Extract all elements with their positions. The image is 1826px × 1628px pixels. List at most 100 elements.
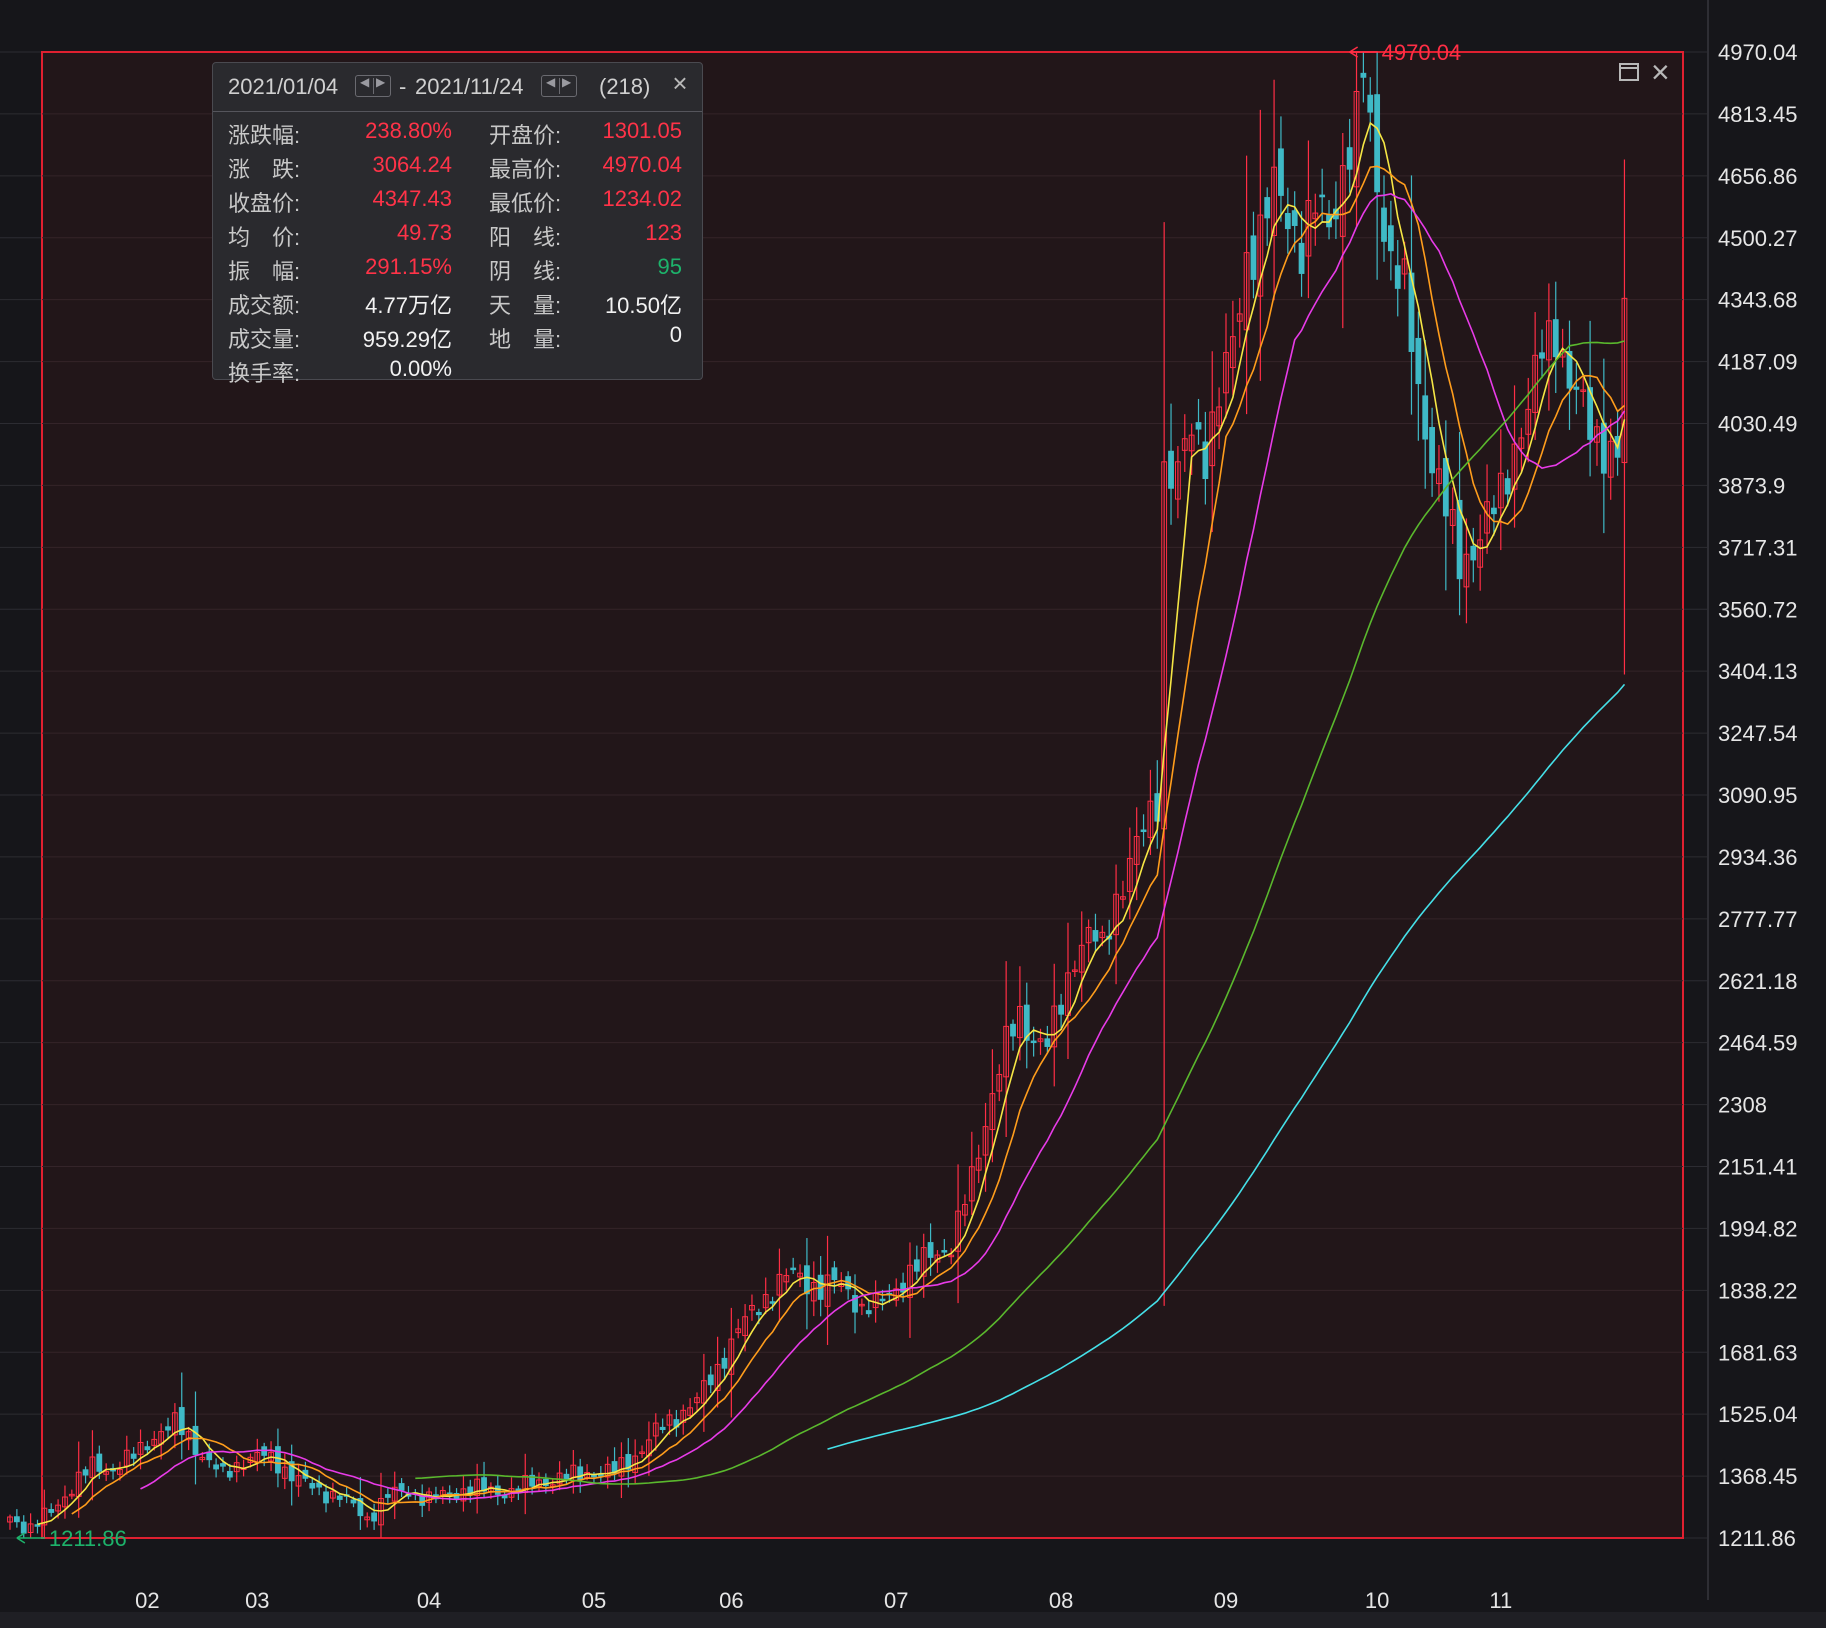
candle-body bbox=[714, 1363, 721, 1391]
candle-body bbox=[96, 1453, 103, 1472]
stat-label: 涨 跌: bbox=[228, 157, 301, 182]
stat-value: 4.77万亿 bbox=[365, 293, 452, 318]
bar-count: (218) bbox=[599, 74, 651, 99]
candle-body bbox=[62, 1496, 68, 1508]
candle-body bbox=[144, 1446, 151, 1451]
stat-label: 天 量: bbox=[489, 293, 562, 318]
candle-body bbox=[755, 1311, 762, 1316]
candle-body bbox=[384, 1494, 391, 1498]
candle-body bbox=[1209, 411, 1216, 467]
candle-body bbox=[1264, 197, 1271, 219]
y-tick-label: 2621.18 bbox=[1718, 969, 1798, 994]
arrow-left-icon[interactable]: ◀ bbox=[360, 75, 370, 89]
stats-header: 2021/01/04 ◀ ▶ - 2021/11/24 ◀ ▶ (218) × bbox=[213, 63, 702, 112]
candle-body bbox=[611, 1461, 618, 1474]
candle-body bbox=[542, 1478, 549, 1487]
x-tick-label: 10 bbox=[1365, 1588, 1389, 1613]
bottom-strip bbox=[0, 1612, 1826, 1628]
candle-body bbox=[962, 1204, 968, 1216]
arrow-right-icon[interactable]: ▶ bbox=[376, 75, 386, 89]
candle-body bbox=[1580, 389, 1587, 392]
stat-value: 238.80% bbox=[365, 118, 452, 143]
stat-label: 换手率: bbox=[228, 361, 301, 386]
arrow-right-icon[interactable]: ▶ bbox=[562, 75, 572, 89]
candle-body bbox=[1298, 242, 1305, 274]
candle-body bbox=[659, 1426, 666, 1431]
candle-body bbox=[185, 1431, 192, 1441]
candle-body bbox=[1181, 438, 1188, 451]
stat-value: 1301.05 bbox=[602, 118, 682, 143]
stat-value: 49.73 bbox=[396, 220, 452, 245]
candle-body bbox=[920, 1247, 927, 1277]
candle-body bbox=[1497, 472, 1504, 509]
close-chart-icon[interactable]: × bbox=[1651, 54, 1670, 90]
y-tick-label: 4970.04 bbox=[1718, 40, 1798, 65]
candle-body bbox=[48, 1509, 55, 1513]
candle-body bbox=[1113, 893, 1119, 936]
candle-body bbox=[1229, 336, 1236, 369]
candle-body bbox=[1545, 320, 1552, 361]
y-tick-label: 4500.27 bbox=[1718, 226, 1798, 251]
candle-body bbox=[728, 1338, 735, 1375]
candle-body bbox=[529, 1474, 536, 1487]
candle-body bbox=[1195, 422, 1202, 430]
candle-body bbox=[1133, 835, 1140, 865]
candle-body bbox=[1271, 166, 1277, 236]
start-date-stepper[interactable]: ◀ ▶ bbox=[355, 75, 391, 97]
candle-body bbox=[1436, 468, 1442, 485]
candle-body bbox=[226, 1470, 233, 1478]
stats-row: 涨 跌: 3064.24 最高价: 4970.04 bbox=[213, 149, 702, 183]
end-date[interactable]: 2021/11/24 bbox=[415, 74, 524, 99]
y-tick-label: 1681.63 bbox=[1718, 1340, 1798, 1365]
start-date[interactable]: 2021/01/04 bbox=[228, 74, 339, 99]
stats-row: 振 幅: 291.15% 阴 线: 95 bbox=[213, 251, 702, 285]
y-tick-label: 2308 bbox=[1718, 1093, 1767, 1118]
candle-body bbox=[1477, 539, 1484, 568]
y-tick-label: 2151.41 bbox=[1718, 1155, 1798, 1180]
candle-body bbox=[989, 1093, 996, 1131]
candle-body bbox=[1566, 350, 1573, 389]
y-tick-label: 4030.49 bbox=[1718, 412, 1798, 437]
stat-label: 阳 线: bbox=[489, 225, 562, 250]
stat-value: 123 bbox=[645, 220, 682, 245]
candle-body bbox=[178, 1407, 185, 1436]
candle-body bbox=[220, 1463, 226, 1467]
candle-body bbox=[1223, 352, 1229, 394]
candle-body bbox=[735, 1328, 742, 1334]
candle-body bbox=[288, 1461, 295, 1482]
candle-body bbox=[577, 1466, 584, 1480]
candle-body bbox=[666, 1414, 673, 1426]
candle-body bbox=[1449, 509, 1456, 526]
candle-body bbox=[694, 1397, 700, 1404]
candle-body bbox=[82, 1469, 89, 1476]
candle-body bbox=[1552, 319, 1559, 358]
maximize-icon[interactable] bbox=[1619, 63, 1639, 81]
candle-body bbox=[604, 1463, 611, 1478]
max-marker-label: 4970.04 bbox=[1382, 40, 1462, 65]
stat-label: 均 价: bbox=[228, 225, 301, 250]
candle-body bbox=[1456, 499, 1463, 580]
candle-body bbox=[1099, 931, 1106, 939]
x-tick-label: 07 bbox=[884, 1588, 908, 1613]
stat-label: 阴 线: bbox=[489, 259, 562, 284]
candle-body bbox=[700, 1380, 707, 1404]
candle-body bbox=[295, 1475, 302, 1487]
max-marker-arrow bbox=[1349, 46, 1378, 58]
date-separator: - bbox=[399, 74, 407, 99]
candle-body bbox=[625, 1454, 632, 1470]
candle-body bbox=[797, 1272, 803, 1278]
close-panel-icon[interactable]: × bbox=[672, 68, 688, 98]
end-date-stepper[interactable]: ◀ ▶ bbox=[541, 75, 577, 97]
arrow-left-icon[interactable]: ◀ bbox=[546, 75, 556, 89]
candle-body bbox=[1491, 507, 1497, 515]
stats-row: 成交量: 959.29亿 地 量: 0 bbox=[213, 319, 702, 353]
candle-body bbox=[707, 1374, 714, 1386]
x-tick-label: 02 bbox=[135, 1588, 159, 1613]
candle-body bbox=[1284, 212, 1291, 230]
candle-body bbox=[639, 1451, 645, 1455]
stat-value: 0.00% bbox=[389, 356, 452, 381]
candle-body bbox=[948, 1254, 955, 1258]
y-tick-label: 4656.86 bbox=[1718, 164, 1798, 189]
candle-body bbox=[1051, 1005, 1058, 1048]
